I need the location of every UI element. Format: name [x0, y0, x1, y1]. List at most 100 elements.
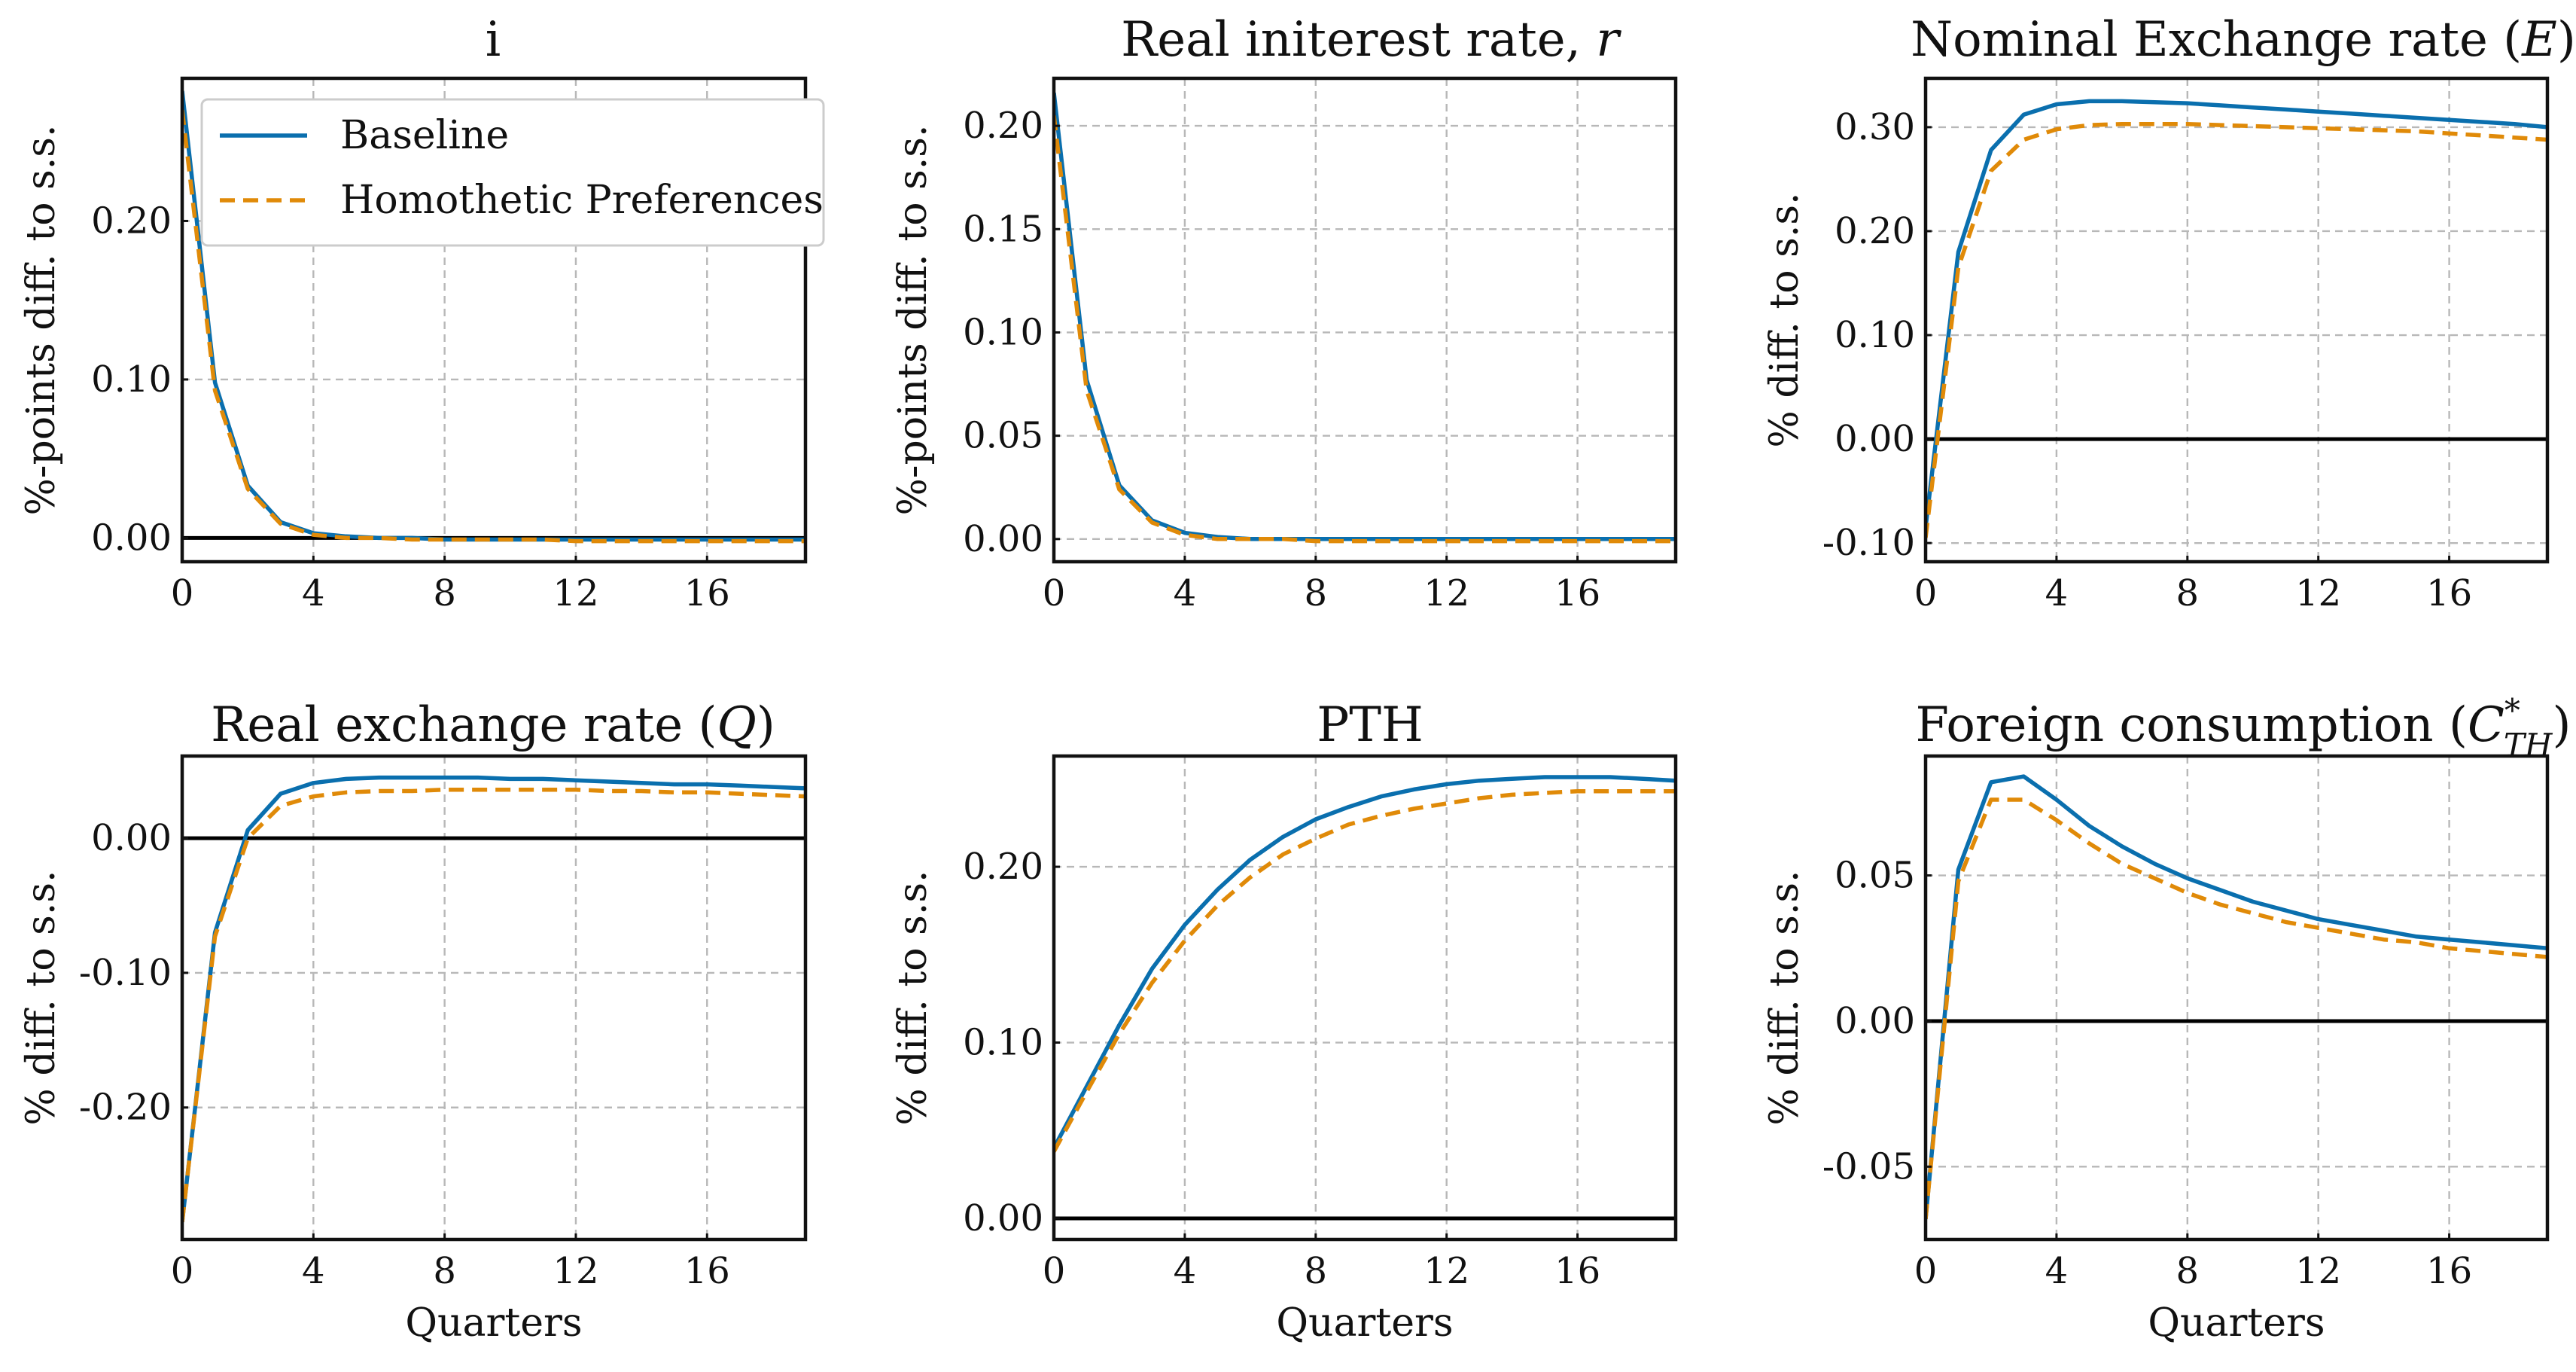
y-tick-label: 0.20: [963, 105, 1043, 147]
x-tick-label: 16: [2426, 572, 2472, 614]
x-tick-label: 8: [433, 572, 456, 614]
x-tick-label: 4: [2045, 1250, 2069, 1292]
x-tick-label: 4: [2045, 572, 2069, 614]
x-tick-label: 12: [2295, 572, 2341, 614]
y-tick-label: 0.30: [1835, 106, 1915, 148]
series-line-baseline: [1926, 774, 2547, 1220]
axes-frame: [1052, 754, 1678, 1242]
x-tick-label: 0: [1914, 1250, 1938, 1292]
y-tick-label: 0.20: [91, 200, 172, 242]
panel-foreign-consumption: Foreign consumption (C* TH) 0 4 8 12 16 -0.05 0…: [1762, 692, 2571, 1346]
x-tick-label: 8: [1305, 1250, 1328, 1292]
y-tick-label: 0.00: [91, 817, 172, 859]
axes-frame: [1052, 76, 1678, 564]
series-line-baseline: [1054, 775, 1676, 1149]
y-tick-label: 0.20: [963, 846, 1043, 888]
y-tick-label: 0.10: [963, 311, 1043, 353]
series-line-homothetic: [1926, 797, 2547, 1220]
plot-background: [1054, 78, 1676, 562]
x-tick-label: 12: [553, 572, 598, 614]
y-axis-label: % diff. to s.s.: [1762, 870, 1807, 1125]
panel-title: Real initerest rate, r: [1121, 12, 1621, 68]
series-line-homothetic: [1054, 788, 1676, 1153]
x-tick-label: 0: [1043, 1250, 1066, 1292]
axes-frame: [1923, 754, 2550, 1242]
x-tick-label: 16: [684, 1250, 730, 1292]
x-tick-label: 8: [2176, 1250, 2200, 1292]
panel-real-interest-rate: Real initerest rate, r 0 4 8 12 16 0.00 0.05 0.…: [891, 12, 1678, 614]
x-axis-label: Quarters: [2148, 1300, 2325, 1346]
plot-area: [180, 754, 808, 1242]
legend-box: [200, 98, 825, 247]
x-tick-label: 0: [171, 1250, 194, 1292]
y-tick-label: 0.10: [963, 1022, 1043, 1064]
plot-area: [1052, 754, 1678, 1242]
y-axis-label: % diff. to s.s.: [19, 870, 64, 1125]
y-tick-label: 0.10: [1835, 314, 1915, 356]
series-line-homothetic: [1926, 121, 2547, 538]
x-tick-label: 8: [1305, 572, 1328, 614]
series-line-baseline: [1926, 99, 2547, 528]
axes-frame: [180, 754, 808, 1242]
axes-frame: [180, 76, 808, 564]
y-tick-label: -0.05: [1822, 1145, 1915, 1188]
plot-area: [1052, 76, 1678, 564]
x-tick-label: 16: [684, 572, 730, 614]
axes-frame: [1923, 76, 2550, 564]
y-axis-label: %-points diff. to s.s.: [19, 124, 64, 515]
x-axis-label: Quarters: [405, 1300, 582, 1346]
x-tick-label: 16: [1554, 1250, 1600, 1292]
y-axis-label: %-points diff. to s.s.: [891, 124, 936, 515]
legend-baseline-label: Baseline: [340, 113, 509, 158]
panel-real-exchange-rate: Real exchange rate (Q) 0 4 8 12 16 -0.20 -0.10…: [19, 697, 808, 1346]
y-tick-label: 0.05: [1835, 855, 1915, 897]
panel-title: i: [486, 12, 501, 68]
panel-title: Real exchange rate (Q): [211, 697, 775, 753]
plot-background: [1054, 756, 1676, 1239]
x-tick-label: 0: [1914, 572, 1938, 614]
x-tick-label: 0: [1043, 572, 1066, 614]
x-axis-label: Quarters: [1276, 1300, 1453, 1346]
x-tick-label: 4: [302, 572, 325, 614]
y-axis-label: % diff. to s.s.: [891, 870, 936, 1125]
x-tick-label: 4: [1174, 1250, 1197, 1292]
y-tick-label: 0.00: [91, 517, 172, 559]
x-tick-label: 12: [1423, 1250, 1469, 1292]
y-tick-label: 0.05: [963, 415, 1043, 457]
y-tick-label: 0.20: [1835, 210, 1915, 252]
x-tick-label: 12: [1423, 572, 1469, 614]
panel-pth: PTH 0 4 8 12 16 0.00 0.10 0.20 % diff. to s.s. Qu…: [891, 697, 1678, 1346]
x-tick-label: 4: [1174, 572, 1197, 614]
legend: Baseline Homothetic Preferences: [200, 98, 825, 247]
y-tick-label: 0.00: [1835, 1000, 1915, 1042]
panel-title: Foreign consumption (C* TH): [1915, 692, 2571, 764]
plot-background: [1926, 756, 2547, 1239]
y-tick-label: 0.10: [91, 358, 172, 401]
series-line-baseline: [182, 90, 805, 542]
legend-homothetic-label: Homothetic Preferences: [340, 178, 824, 223]
y-tick-label: 0.00: [963, 1197, 1043, 1239]
plot-area: [1923, 754, 2550, 1242]
y-tick-label: 0.00: [1835, 418, 1915, 460]
plot-background: [1926, 78, 2547, 562]
x-tick-label: 12: [553, 1250, 598, 1292]
y-tick-label: 0.00: [963, 518, 1043, 560]
x-tick-label: 8: [433, 1250, 456, 1292]
x-tick-label: 4: [302, 1250, 325, 1292]
x-tick-label: 8: [2176, 572, 2200, 614]
x-tick-label: 16: [2426, 1250, 2472, 1292]
panel-title: PTH: [1317, 697, 1423, 753]
x-tick-label: 16: [1554, 572, 1600, 614]
y-axis-label: % diff. to s.s.: [1762, 192, 1807, 447]
x-tick-label: 12: [2295, 1250, 2341, 1292]
y-tick-label: -0.10: [79, 952, 172, 994]
panel-title: Nominal Exchange rate (E): [1911, 12, 2576, 68]
y-tick-label: -0.10: [1822, 522, 1915, 564]
series-line-baseline: [182, 775, 805, 1223]
y-tick-label: 0.15: [963, 208, 1043, 250]
y-tick-label: -0.20: [79, 1087, 172, 1129]
x-tick-label: 0: [171, 572, 194, 614]
series-line-homothetic: [1054, 115, 1676, 544]
plot-background: [182, 756, 805, 1239]
